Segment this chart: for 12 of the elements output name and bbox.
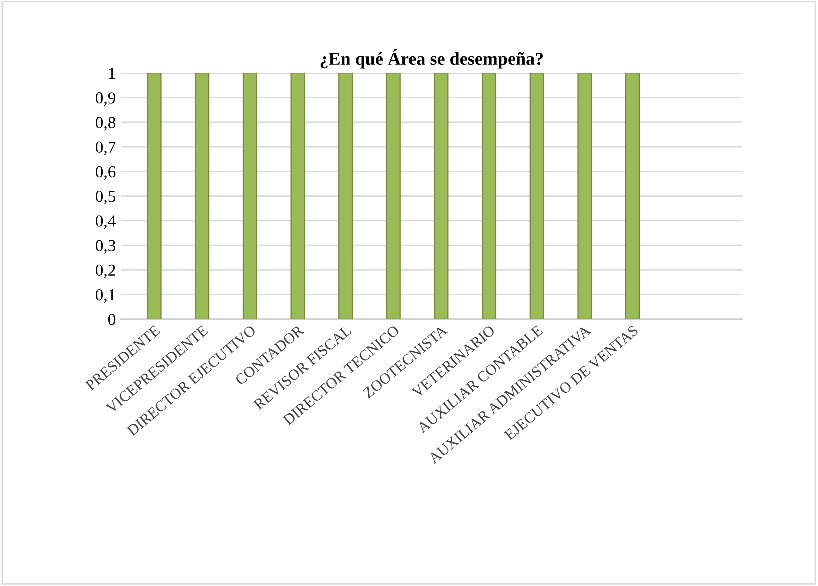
y-tick-label: 0 [108, 314, 116, 326]
y-tick-label: 0,5 [96, 191, 116, 205]
y-tick-label: 0,7 [96, 142, 116, 156]
y-tick-label: 0,9 [96, 92, 116, 106]
y-tick-label: 0,2 [96, 264, 116, 278]
y-tick-label: 0,8 [96, 117, 116, 131]
y-tick-label: 1 [109, 68, 116, 80]
chart-title: ¿En qué Área se desempeña? [320, 49, 544, 69]
y-tick-label: 0,6 [96, 166, 116, 180]
y-tick-label: 0,3 [96, 240, 116, 254]
y-tick-label: 0,1 [96, 289, 116, 304]
y-tick-label: 0,4 [96, 216, 116, 230]
